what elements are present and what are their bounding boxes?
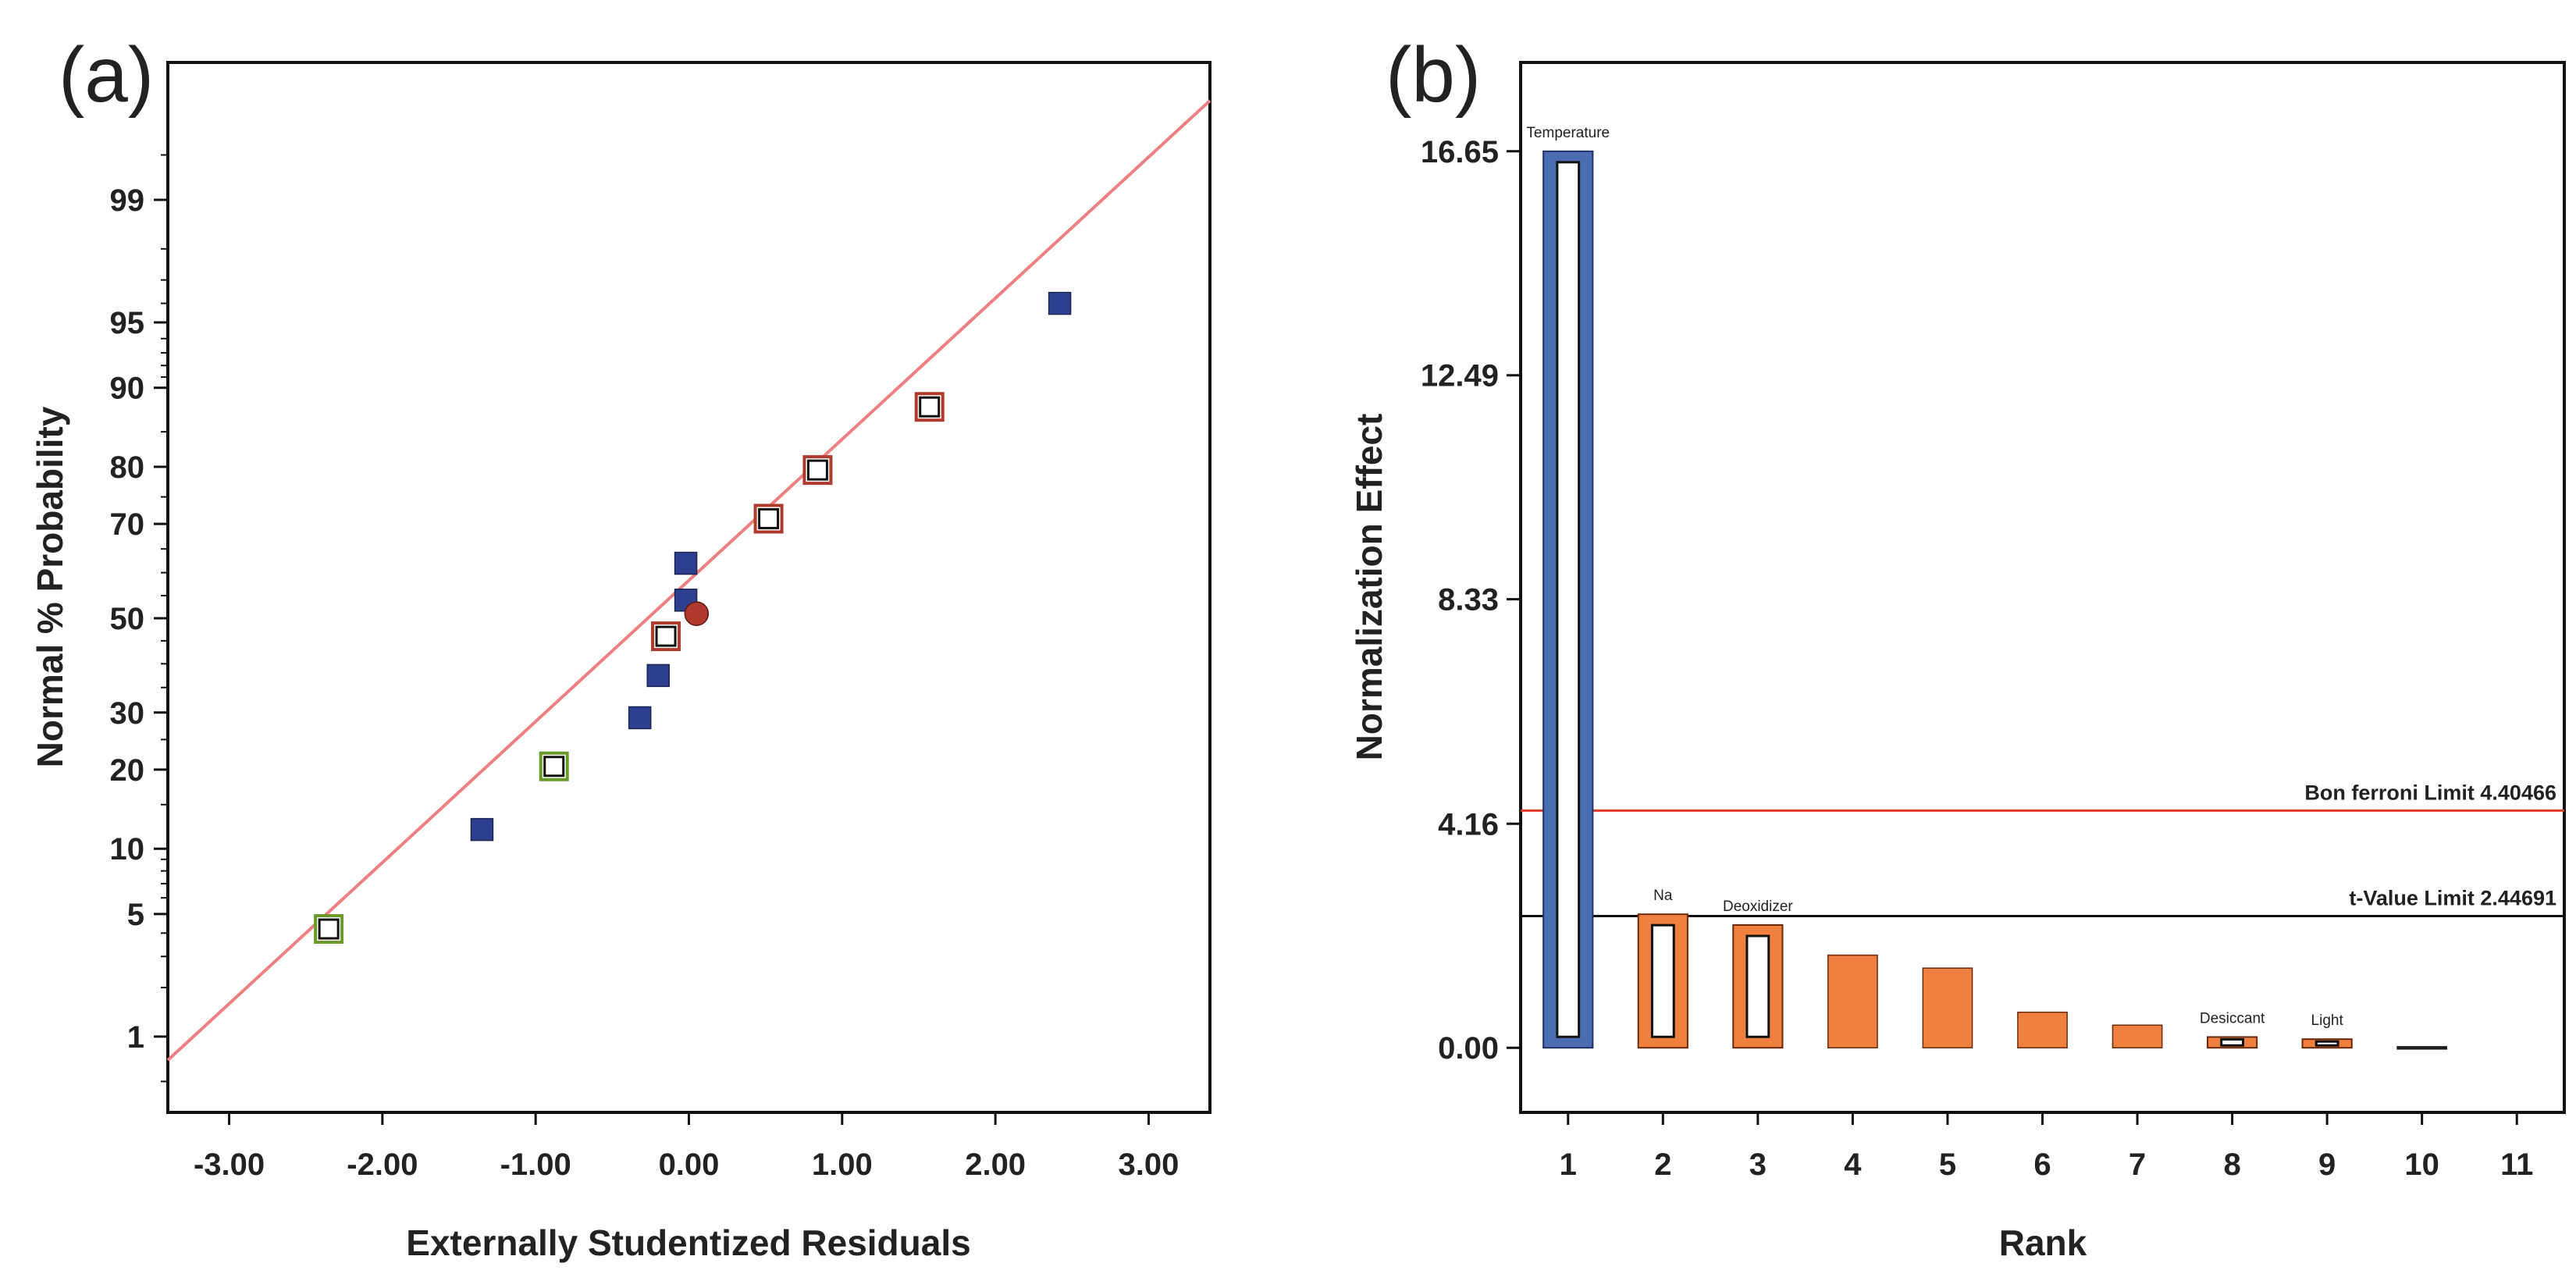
effect-bar-inner-3 [1745,934,1770,1038]
panel-a-plot-frame [166,61,1212,1114]
y-tick-label: 5 [127,898,144,932]
panel-a-points [314,291,1072,945]
panel-b-x-axis: 1 2 3 4 5 6 7 8 9 10 11 [1560,1112,2533,1182]
x-tick-label: -1.00 [500,1148,571,1182]
bar-label-9: Light [2311,1012,2344,1029]
y-tick-label: 90 [110,372,145,406]
y-tick-label: 30 [110,696,145,731]
residual-point-filled-circle [684,601,710,626]
y-tick-label: 95 [110,306,145,340]
effect-bar-6 [2017,1011,2068,1048]
panel-a-normal-probability-plot: (a) -3.00 -2.00 -1.00 0.00 1.00 2.00 3.00 1 5 10… [30,31,1212,1263]
y-tick-label: 50 [110,602,145,636]
effect-bar-10 [2396,1046,2448,1050]
y-tick-label: 10 [110,832,145,866]
x-tick-label: 4 [1844,1148,1862,1182]
x-tick-label: 1 [1560,1148,1577,1182]
residual-point-open-square-inner [806,459,828,481]
x-tick-label: 3.00 [1119,1148,1179,1182]
residual-point-filled-square [1048,291,1072,315]
x-tick-label: 0.00 [659,1148,720,1182]
panel-a-y-axis-title: Normal % Probability [30,406,70,767]
panel-b-label: (b) [1386,31,1481,119]
effect-bar-7 [2112,1024,2163,1048]
x-tick-label: 2 [1654,1148,1671,1182]
bar-label-8: Desiccant [2200,1010,2265,1027]
effect-bar-inner-9 [2314,1040,2339,1047]
x-tick-label: 11 [2500,1148,2533,1182]
residual-point-open-square-inner [758,507,780,529]
residual-point-open-square-inner [318,918,340,940]
y-tick-label: 99 [110,183,145,218]
y-tick-label: 16.65 [1421,135,1499,169]
effect-bar-inner-8 [2220,1037,2244,1047]
y-tick-label: 4.16 [1438,807,1499,842]
x-tick-label: 3 [1749,1148,1767,1182]
effect-bar-4 [1827,954,1878,1048]
panel-a-x-axis-title: Externally Studentized Residuals [406,1222,970,1263]
residual-point-open-square-inner [919,396,941,418]
residual-point-filled-square [628,706,652,730]
x-tick-label: 1.00 [812,1148,873,1182]
bar-label-2: Na [1653,888,1673,904]
y-tick-label: 80 [110,450,145,485]
x-tick-label: 10 [2404,1148,2439,1182]
panel-b-effects-rank-chart: (b) 0.00 4.16 8.33 12.49 16.65 1 2 3 4 5 6 7 8 9 10 11… [1349,31,2566,1263]
x-tick-label: 9 [2318,1148,2336,1182]
y-tick-label: 8.33 [1438,583,1499,617]
bar-label-3: Deoxidizer [1723,898,1793,915]
panel-a-label: (a) [59,31,154,119]
y-tick-label: 1 [127,1020,144,1055]
y-tick-label: 0.00 [1438,1031,1499,1066]
bonferroni-limit-label: Bon ferroni Limit 4.40466 [2304,781,2556,804]
panel-b-y-axis: 0.00 4.16 8.33 12.49 16.65 [1421,135,1521,1066]
effect-bar-inner-2 [1650,923,1675,1038]
t-value-limit-label: t-Value Limit 2.44691 [2349,886,2556,909]
residual-point-open-square-inner [655,625,677,647]
y-tick-label: 70 [110,507,145,542]
x-tick-label: -3.00 [194,1148,265,1182]
x-tick-label: 2.00 [965,1148,1026,1182]
effect-bar-5 [1922,967,1973,1048]
x-tick-label: 8 [2223,1148,2240,1182]
y-tick-label: 12.49 [1421,359,1499,393]
residual-point-open-square-inner [543,756,565,777]
residual-point-filled-square [674,551,698,575]
residual-point-filled-square [646,664,670,688]
bar-label-1: Temperature [1526,125,1610,141]
panel-b-x-axis-title: Rank [1999,1222,2087,1263]
x-tick-label: 6 [2033,1148,2051,1182]
effect-bar-inner-1 [1556,161,1581,1038]
residual-point-filled-square [470,817,494,842]
panel-a-x-axis: -3.00 -2.00 -1.00 0.00 1.00 2.00 3.00 [194,1112,1179,1182]
x-tick-label: 7 [2129,1148,2146,1182]
y-tick-label: 20 [110,753,145,788]
panel-a-y-axis: 1 5 10 20 30 50 70 80 90 95 99 [110,154,168,1083]
panel-a-fit-line [166,99,1212,1062]
x-tick-label: 5 [1939,1148,1956,1182]
x-tick-label: -2.00 [347,1148,418,1182]
panel-b-bars: Temperature Na Deoxidizer Desiccant Light [1526,125,2448,1050]
panel-b-y-axis-title: Normalization Effect [1349,414,1389,761]
